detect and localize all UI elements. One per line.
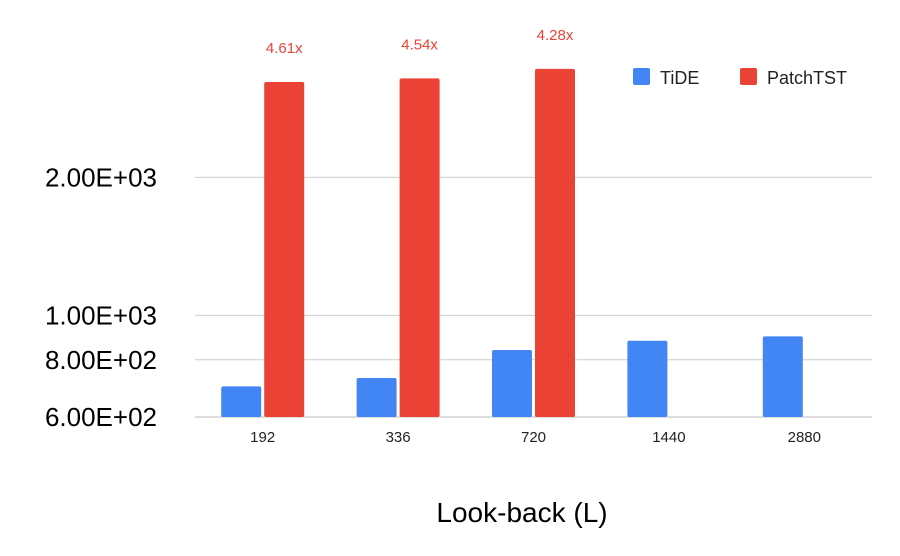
bar-tide-336 <box>356 377 397 417</box>
x-axis-label: Look-back (L) <box>436 497 607 528</box>
x-axis-ticks: 192 336 720 1440 2880 <box>250 429 821 446</box>
x-tick-label-720: 720 <box>521 429 546 446</box>
data-label-720: 4.28x <box>537 27 574 44</box>
bar-tide-1440 <box>627 340 668 417</box>
data-label-192: 4.61x <box>266 40 303 57</box>
bar-tide-720 <box>492 350 532 417</box>
x-tick-label-1440: 1440 <box>652 429 685 446</box>
bar-patchtst-336 <box>399 78 440 418</box>
bar-tide-192 <box>221 386 262 417</box>
bar-patchtst-720 <box>535 68 575 418</box>
legend: TiDE PatchTST <box>633 68 847 88</box>
x-tick-label-2880: 2880 <box>788 429 821 446</box>
bar-tide-2880 <box>762 336 803 417</box>
grid <box>195 176 872 418</box>
data-labels: 4.61x 4.54x 4.28x <box>266 27 574 57</box>
legend-swatch-patchtst <box>740 68 757 85</box>
y-axis-ticks: 6.00E+02 8.00E+02 1.00E+03 2.00E+03 <box>45 162 157 432</box>
data-label-336: 4.54x <box>401 36 438 53</box>
x-tick-label-192: 192 <box>250 429 275 446</box>
y-tick-label: 8.00E+02 <box>45 345 157 375</box>
y-tick-label: 6.00E+02 <box>45 402 157 432</box>
bar-patchtst-192 <box>264 82 305 417</box>
legend-label-patchtst: PatchTST <box>767 68 847 88</box>
y-tick-label: 1.00E+03 <box>45 300 157 330</box>
x-tick-label-336: 336 <box>386 429 411 446</box>
bars <box>221 68 803 418</box>
y-tick-label: 2.00E+03 <box>45 162 157 192</box>
legend-swatch-tide <box>633 68 650 85</box>
legend-label-tide: TiDE <box>660 68 699 88</box>
